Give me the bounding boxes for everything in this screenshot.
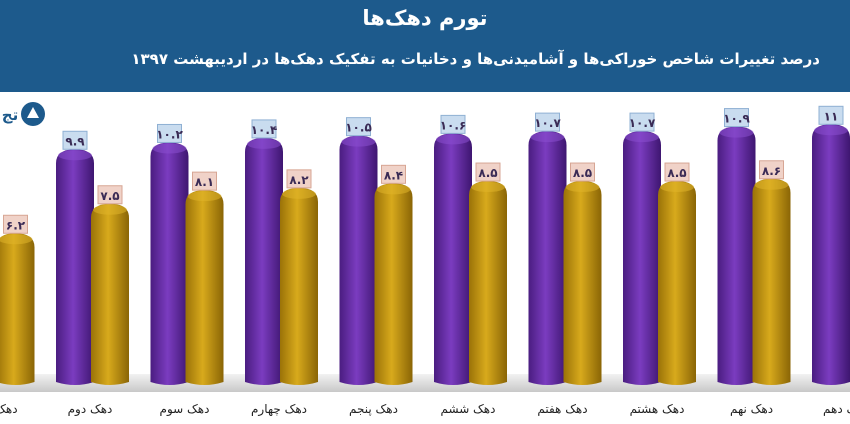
bar: [717, 126, 756, 385]
bar: [812, 124, 850, 386]
category-label: دهک دوم: [68, 402, 113, 417]
bar: [563, 181, 602, 385]
bar: [434, 133, 472, 385]
bar: [658, 181, 696, 385]
data-label-box: [570, 162, 595, 182]
bar: [185, 190, 224, 385]
bar: [528, 131, 567, 385]
chart-header: تورم دهک‌ها درصد تغییرات شاخص خوراکی‌ها …: [0, 0, 850, 92]
data-label: ۱۱: [824, 109, 839, 123]
bar: [0, 233, 35, 385]
category-label: دهک اول: [0, 402, 18, 417]
bar: [623, 131, 661, 385]
data-label-box: [759, 160, 784, 180]
data-label-box: [97, 185, 123, 205]
bar: [56, 149, 94, 385]
data-label-box: [286, 169, 312, 189]
data-label-box: [251, 119, 277, 139]
data-label: ۹.۹: [65, 134, 85, 148]
category-label: دهک هشتم: [630, 402, 685, 416]
data-label: ۱۰.۴: [251, 123, 278, 137]
data-label: ۱۰.۶: [440, 118, 467, 132]
bar: [339, 135, 378, 385]
chart-subtitle: درصد تغییرات شاخص خوراکی‌ها و آشامیدنی‌ه…: [131, 50, 820, 68]
logo-text: تج: [2, 106, 18, 124]
bar-chart: ۶.۲ دهک اول ۹.۹ ۷.۵ دهک دوم ۱۰.۲ ۸.۱ دهک سوم ۱۰.…: [0, 105, 850, 417]
data-label-box: [818, 105, 844, 125]
data-label: ۷.۵: [100, 189, 119, 203]
data-label: ۸.۴: [384, 168, 403, 182]
data-label: ۱۰.۷: [629, 116, 656, 130]
data-label-box: [346, 117, 371, 137]
data-label: ۶.۲: [6, 218, 26, 232]
data-label-box: [62, 130, 88, 150]
data-label-box: [629, 112, 655, 132]
data-label-box: [724, 108, 749, 128]
data-label: ۸.۵: [667, 166, 686, 180]
logo: تج: [0, 96, 46, 132]
category-label: دهک نهم: [730, 402, 773, 416]
bar: [91, 203, 129, 385]
category-label: دهک چهارم: [251, 402, 307, 417]
category-label: دهک سوم: [160, 402, 210, 417]
category-label: دهک پنجم: [349, 402, 398, 416]
bar: [280, 187, 318, 385]
data-label: ۱۰.۹: [723, 112, 750, 126]
data-label-box: [157, 123, 182, 143]
data-label: ۱۰.۵: [345, 121, 372, 135]
category-label: دهک دهم: [823, 402, 850, 416]
data-label-box: [440, 114, 466, 134]
data-label-box: [664, 162, 690, 182]
data-label: ۸.۶: [762, 164, 781, 178]
bar: [469, 181, 507, 385]
data-label: ۸.۵: [478, 166, 497, 180]
data-label-box: [475, 162, 501, 182]
data-label: ۸.۲: [289, 173, 309, 187]
category-label: دهک هفتم: [537, 402, 587, 416]
chart-area: ۶.۲ دهک اول ۹.۹ ۷.۵ دهک دوم ۱۰.۲ ۸.۱ دهک سوم ۱۰.…: [0, 92, 850, 420]
data-label: ۸.۵: [573, 166, 592, 180]
chart-title: تورم دهک‌ها: [362, 6, 488, 30]
data-label-box: [3, 214, 28, 234]
data-label-box: [192, 171, 217, 191]
bar: [374, 183, 413, 385]
data-label: ۸.۱: [195, 175, 214, 189]
bar: [245, 137, 283, 385]
category-label: دهک ششم: [441, 402, 496, 416]
bar: [752, 178, 791, 385]
data-label: ۱۰.۲: [156, 127, 183, 141]
data-label-box: [535, 112, 560, 132]
data-label: ۱۰.۷: [534, 116, 561, 130]
bar: [150, 142, 189, 385]
data-label-box: [381, 164, 406, 184]
